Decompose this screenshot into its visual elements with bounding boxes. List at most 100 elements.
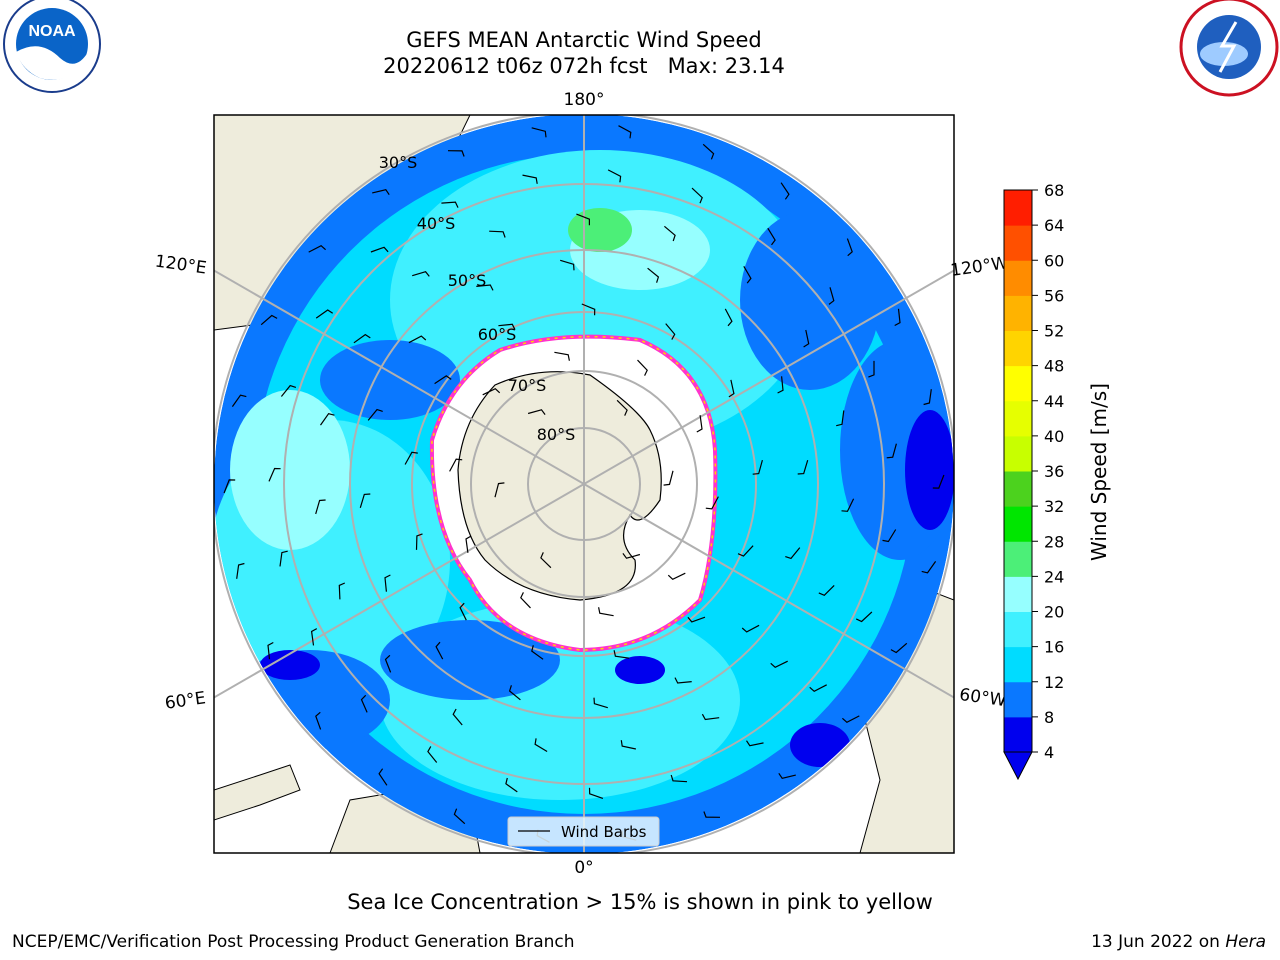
wind-barb — [670, 774, 688, 783]
wind-barb — [384, 574, 391, 592]
colorbar-tick-label: 40 — [1044, 427, 1064, 446]
wind-barb — [412, 271, 430, 277]
wind-barb — [236, 562, 245, 579]
lat-label-80s: 80°S — [537, 425, 576, 444]
wind-barb — [415, 533, 423, 550]
colorbar-extend-arrow — [1003, 751, 1033, 781]
wind-barb — [378, 768, 388, 786]
wind-barb — [598, 607, 614, 617]
wind-barb — [665, 323, 676, 340]
colorbar-segment — [1004, 260, 1032, 296]
map-legend: Wind Barbs — [507, 816, 660, 847]
lat-label-50s: 50°S — [448, 271, 487, 290]
lat-label-40s: 40°S — [417, 214, 456, 233]
wind-barb — [647, 267, 660, 283]
colorbar-tick-label: 20 — [1044, 603, 1064, 622]
wind-barb — [280, 384, 297, 397]
wind-barb — [921, 561, 937, 574]
wind-barb — [260, 314, 278, 326]
wind-barb — [531, 127, 547, 138]
colorbar-segment — [1004, 225, 1032, 261]
wind-barb — [882, 529, 897, 543]
wind-barb — [452, 708, 463, 726]
wind-barb — [408, 335, 427, 344]
colorbar-segment — [1004, 330, 1032, 367]
wind-barb — [459, 602, 467, 621]
colorbar-segment — [1004, 646, 1032, 683]
wind-barb — [785, 547, 801, 560]
wind-barb — [453, 808, 466, 825]
wind-barb — [836, 410, 845, 427]
legend-label: Wind Barbs — [561, 823, 647, 841]
wind-barb — [622, 553, 641, 559]
lat-label-60s: 60°S — [478, 325, 517, 344]
wind-barb — [620, 740, 637, 750]
colorbar-tick-label: 28 — [1044, 532, 1064, 551]
colorbar-segment — [1004, 576, 1032, 612]
wind-barb — [741, 624, 760, 633]
wind-barb — [498, 323, 516, 330]
colorbar-tick-label: 60 — [1044, 251, 1064, 270]
noaa-logo: NOAA — [3, 0, 101, 93]
wind-barb — [427, 746, 438, 763]
footer-date-text: 13 Jun 2022 on — [1091, 932, 1226, 952]
wind-barb — [752, 459, 763, 475]
colorbar-tick-label: 36 — [1044, 462, 1064, 481]
wind-barb — [268, 467, 281, 482]
wind-barb — [359, 493, 371, 508]
colorbar-segment — [1004, 471, 1032, 507]
wind-barb — [360, 694, 368, 713]
wind-barb — [705, 496, 719, 510]
wind-barb — [441, 201, 459, 208]
wind-barb — [576, 213, 590, 226]
lat-label-70s: 70°S — [508, 376, 547, 395]
antarctica-land — [457, 371, 662, 601]
wind-barb — [932, 474, 945, 489]
wind-barb — [894, 308, 901, 327]
lon-label-0: 0° — [574, 858, 593, 878]
chart-title: GEFS MEAN Antarctic Wind Speed — [406, 28, 762, 52]
wind-barb — [637, 359, 648, 376]
wind-barb — [780, 182, 790, 200]
wind-barb — [449, 458, 463, 472]
national-weather-service-logo — [1179, 0, 1279, 97]
wind-barb — [607, 169, 622, 183]
wind-barb — [703, 811, 721, 818]
wind-barb — [308, 244, 326, 253]
map-frame — [213, 114, 955, 854]
colorbar-segment — [1004, 681, 1032, 718]
wind-barb — [279, 550, 288, 567]
wind-barbs — [223, 125, 945, 843]
wind-barb — [267, 641, 274, 660]
wind-barb — [315, 711, 322, 730]
wind-barb — [618, 125, 632, 139]
wind-barb — [520, 592, 531, 609]
wind-barb — [777, 376, 784, 394]
colorbar-segment — [1004, 400, 1032, 437]
colorbar-tick-label: 4 — [1044, 743, 1054, 762]
wind-barb — [890, 642, 908, 654]
wind-barb — [581, 303, 596, 316]
wind-barb — [338, 582, 346, 600]
wind-barb — [223, 479, 236, 494]
lat-label-30s: 30°S — [379, 153, 418, 172]
colorbar-segment — [1004, 716, 1032, 753]
wind-barb — [770, 660, 788, 669]
wind-barb — [846, 238, 853, 257]
wind-barb — [370, 246, 389, 253]
wind-barb — [809, 684, 827, 693]
wind-barb — [522, 174, 538, 184]
wind-barb — [868, 360, 875, 378]
lon-label-60e: 60°E — [164, 688, 207, 713]
colorbar-tick-label: 8 — [1044, 708, 1054, 727]
footer-date: 13 Jun 2022 on Hera — [1091, 932, 1266, 952]
wind-barb — [767, 227, 776, 246]
colorbar-tick-label: 56 — [1044, 286, 1064, 305]
wind-barb — [724, 308, 733, 327]
graticule — [214, 115, 954, 853]
colorbar-segment — [1004, 435, 1032, 472]
wind-barb — [886, 443, 897, 459]
wind-barb — [527, 409, 546, 415]
wind-barb — [674, 677, 692, 684]
svg-text:NOAA: NOAA — [28, 23, 76, 40]
